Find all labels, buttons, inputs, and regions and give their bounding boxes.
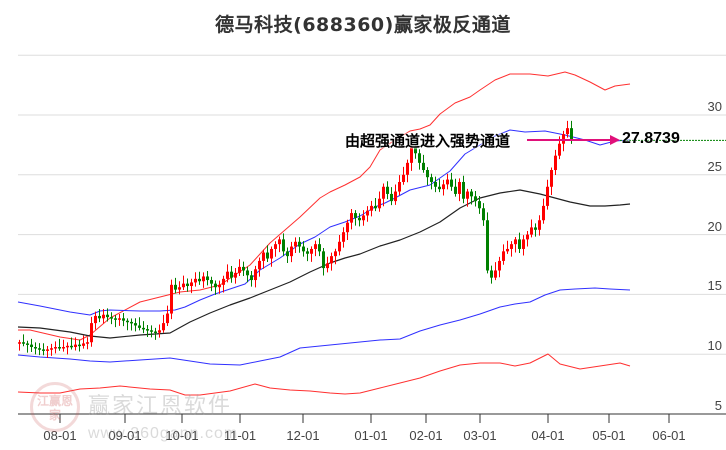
x-tick-label: 06-01 bbox=[652, 428, 686, 443]
watermark-brand: 赢家江恩软件 bbox=[88, 394, 233, 419]
channel-annotation: 由超强通道进入强势通道 bbox=[345, 132, 511, 150]
x-tick-label: 04-01 bbox=[531, 428, 565, 443]
x-tick-label: 10-01 bbox=[165, 428, 199, 443]
y-tick-label: 30 bbox=[707, 99, 722, 114]
x-tick-label: 11-01 bbox=[223, 428, 257, 443]
watermark-seal-icon: 江赢恩家 bbox=[30, 382, 80, 432]
x-tick-label: 01-01 bbox=[354, 428, 388, 443]
last-price-label: 27.8739 bbox=[622, 130, 680, 147]
y-tick-label: 5 bbox=[714, 398, 722, 413]
x-tick-label: 02-01 bbox=[409, 428, 443, 443]
y-tick-label: 20 bbox=[707, 218, 722, 234]
gridlines bbox=[18, 54, 726, 355]
x-tick-label: 05-01 bbox=[592, 428, 626, 443]
y-tick-label: 10 bbox=[707, 338, 722, 354]
y-tick-label: 15 bbox=[707, 278, 722, 294]
y-tick-label: 25 bbox=[707, 158, 722, 174]
x-tick-label: 03-01 bbox=[463, 428, 497, 443]
annotation-arrow bbox=[527, 135, 726, 145]
x-tick-label: 09-01 bbox=[108, 428, 142, 443]
chart-title: 德马科技(688360)赢家极反通道 bbox=[215, 14, 511, 36]
channel-bands bbox=[17, 71, 631, 396]
watermark-url: www.360gann.com bbox=[88, 425, 239, 442]
candlesticks bbox=[18, 120, 573, 358]
x-tick-label: 12-01 bbox=[286, 428, 320, 443]
